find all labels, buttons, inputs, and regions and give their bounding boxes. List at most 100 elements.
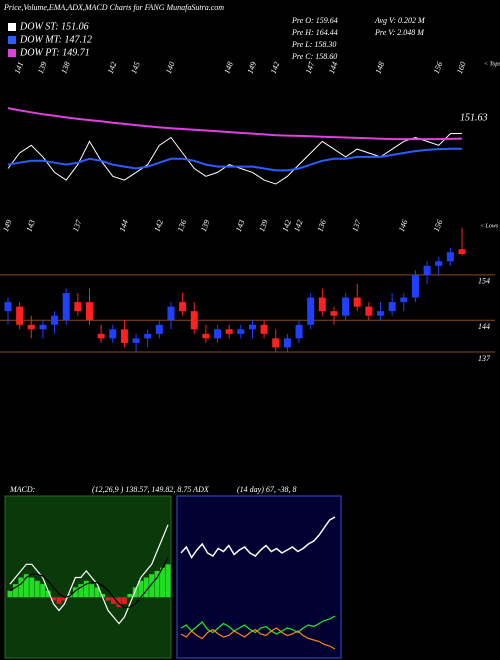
- legend-swatch: [8, 49, 16, 57]
- y-tick-label: 137: [478, 354, 491, 363]
- candle-body: [16, 306, 24, 325]
- low-label: 143: [234, 219, 247, 233]
- candle-body: [155, 324, 163, 334]
- macd-panel: [4, 495, 172, 659]
- candle-body: [214, 329, 222, 339]
- top-label: 156: [432, 61, 445, 75]
- y-tick-label: 144: [478, 322, 490, 331]
- candle-body: [446, 252, 454, 262]
- legend-label: DOW PT: 149.71: [19, 47, 90, 58]
- low-label: 139: [257, 219, 270, 233]
- low-label: 156: [432, 219, 445, 233]
- candle-body: [237, 329, 245, 334]
- top-label: 144: [327, 61, 340, 75]
- candle-body: [248, 324, 256, 330]
- histogram-bar: [127, 593, 133, 598]
- candle-body: [342, 297, 350, 316]
- histogram-bar: [121, 597, 127, 604]
- line-series: [7, 107, 463, 141]
- candle-body: [225, 329, 233, 334]
- low-label: 143: [24, 219, 37, 233]
- histogram-bar: [165, 564, 171, 598]
- top-label: 147: [304, 60, 317, 75]
- macd-label: MACD:: [9, 485, 36, 494]
- histogram-bar: [138, 580, 144, 598]
- candle-body: [353, 297, 361, 307]
- histogram-bar: [160, 567, 166, 598]
- candle-body: [388, 302, 396, 312]
- candle-body: [27, 324, 35, 330]
- candle-body: [74, 302, 82, 312]
- macd-text: (12,26,9 ) 138.57, 149.82, 8.75 ADX: [92, 485, 210, 494]
- macd-line: [9, 557, 169, 608]
- histogram-bar: [100, 593, 106, 598]
- low-label: 137: [350, 218, 363, 233]
- histogram-bar: [78, 584, 84, 598]
- low-label: 137: [71, 218, 84, 233]
- top-label: 142: [269, 61, 282, 75]
- lows-label: < Lows: [480, 223, 499, 229]
- histogram-bar: [116, 597, 122, 608]
- histogram-bar: [111, 597, 117, 604]
- legend-swatch: [8, 36, 16, 44]
- candle-body: [4, 302, 12, 312]
- low-label: 142: [292, 219, 305, 233]
- candle-body: [179, 302, 187, 312]
- histogram-bar: [12, 584, 18, 598]
- candle-body: [365, 306, 373, 316]
- low-label: 142: [280, 219, 293, 233]
- top-label: 148: [374, 61, 387, 75]
- candle-body: [167, 306, 175, 321]
- stat: Pre O: 159.64: [291, 16, 338, 25]
- histogram-bar: [51, 597, 57, 601]
- histogram-bar: [72, 587, 78, 598]
- histogram-bar: [45, 590, 51, 598]
- low-label: 136: [315, 219, 328, 233]
- histogram-bar: [89, 584, 95, 598]
- low-label: 149: [1, 219, 14, 233]
- top-label: 140: [164, 61, 177, 75]
- top-label: 148: [222, 61, 235, 75]
- histogram-bar: [105, 597, 111, 601]
- annotation: 151.63: [460, 112, 488, 123]
- candle-body: [190, 311, 198, 330]
- top-label: 160: [455, 61, 468, 75]
- histogram-bar: [34, 580, 40, 598]
- histogram-bar: [83, 580, 89, 598]
- chart-title: Price,Volume,EMA,ADX,MACD Charts for FAN…: [3, 3, 224, 12]
- low-label: 146: [397, 219, 410, 233]
- stat: Pre V: 2.048 M: [374, 28, 425, 37]
- candle-body: [423, 265, 431, 275]
- candle-body: [458, 249, 466, 255]
- candle-body: [330, 311, 338, 316]
- histogram-bar: [61, 597, 67, 601]
- histogram-bar: [18, 577, 24, 598]
- candle-body: [411, 274, 419, 298]
- top-label: 141: [13, 61, 26, 75]
- histogram-bar: [7, 590, 13, 598]
- candle-body: [307, 297, 315, 325]
- adx-panel: [176, 495, 342, 659]
- candle-body: [120, 329, 128, 343]
- candle-body: [260, 324, 268, 334]
- line-series: [7, 147, 462, 172]
- low-label: 136: [176, 219, 189, 233]
- adx-line: [180, 615, 336, 635]
- stat: Pre L: 158.30: [291, 40, 336, 49]
- top-label: 142: [106, 61, 119, 75]
- candle-body: [318, 297, 326, 312]
- candle-body: [85, 302, 93, 321]
- y-tick-label: 154: [478, 277, 490, 286]
- legend-label: DOW ST: 151.06: [19, 21, 89, 32]
- adx-line: [180, 516, 336, 559]
- histogram-bar: [154, 570, 160, 598]
- candle-body: [109, 329, 117, 339]
- top-label: 149: [246, 61, 259, 75]
- histogram-bar: [29, 577, 35, 598]
- candle-body: [39, 324, 47, 330]
- top-label: 138: [59, 61, 72, 75]
- histogram-bar: [143, 577, 149, 598]
- candle-body: [97, 333, 105, 339]
- candle-body: [295, 324, 303, 339]
